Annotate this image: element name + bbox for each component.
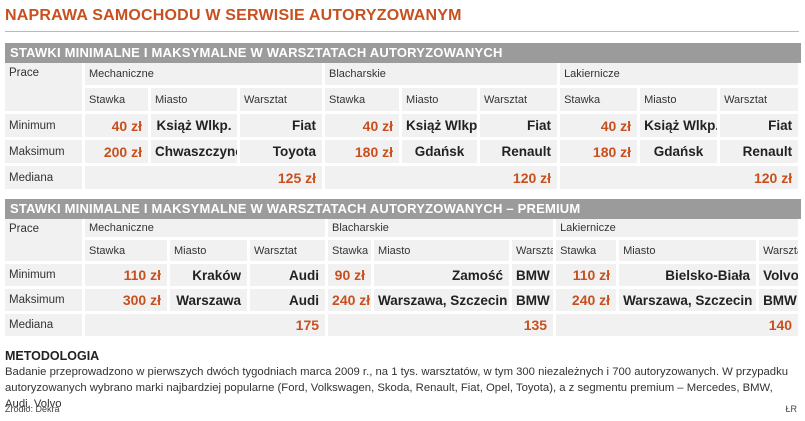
title-divider bbox=[5, 31, 799, 32]
row-label: Minimum bbox=[5, 264, 85, 289]
rate-value: 180 zł bbox=[325, 140, 403, 166]
prace-header: Prace bbox=[5, 219, 85, 264]
group-header: Mechaniczne bbox=[85, 63, 326, 88]
city-value: Książ Wlkp. bbox=[640, 114, 721, 140]
city-value: Książ Wlkp. bbox=[402, 114, 481, 140]
workshop-value: Fiat bbox=[720, 114, 802, 140]
methodology-title: METODOLOGIA bbox=[5, 349, 100, 363]
rate-value: 180 zł bbox=[560, 140, 641, 166]
row-label: Mediana bbox=[5, 166, 85, 192]
workshop-value: Audi bbox=[250, 289, 329, 314]
section-premium: STAWKI MINIMALNE I MAKSYMALNE W WARSZTAT… bbox=[5, 199, 802, 339]
group-header: Lakiernicze bbox=[560, 63, 802, 88]
table-row: Minimum 110 zł Kraków Audi 90 zł Zamość … bbox=[5, 264, 802, 289]
subheader: Warsztat bbox=[720, 88, 802, 114]
subheader: Stawka bbox=[328, 240, 375, 264]
subheader: Miasto bbox=[619, 240, 760, 264]
rate-value: 200 zł bbox=[85, 140, 151, 166]
section-heading: STAWKI MINIMALNE I MAKSYMALNE W WARSZTAT… bbox=[5, 43, 801, 63]
city-value: Gdańsk bbox=[640, 140, 721, 166]
table-row: Maksimum 300 zł Warszawa Audi 240 zł War… bbox=[5, 289, 802, 314]
rate-value: 40 zł bbox=[560, 114, 641, 140]
city-value: Kraków bbox=[170, 264, 250, 289]
rate-value: 40 zł bbox=[85, 114, 151, 140]
workshop-value: BMW bbox=[759, 289, 802, 314]
workshop-value: Audi bbox=[250, 264, 329, 289]
city-value: Gdańsk bbox=[402, 140, 481, 166]
workshop-value: BMW bbox=[512, 264, 557, 289]
median-value: 140 bbox=[556, 314, 802, 339]
city-value: Książ Wlkp. bbox=[151, 114, 240, 140]
rate-value: 300 zł bbox=[85, 289, 170, 314]
row-label: Minimum bbox=[5, 114, 85, 140]
rate-value: 40 zł bbox=[325, 114, 403, 140]
workshop-value: Toyota bbox=[240, 140, 326, 166]
subheader: Warsztat bbox=[250, 240, 329, 264]
table-row: Maksimum 200 zł Chwaszczyno Toyota 180 z… bbox=[5, 140, 802, 166]
city-value: Warszawa, Szczecin bbox=[374, 289, 513, 314]
source-note: Źródło: Dekra bbox=[5, 404, 60, 414]
city-value: Warszawa bbox=[170, 289, 250, 314]
prace-header: Prace bbox=[5, 63, 85, 114]
author-credit: ŁR bbox=[785, 404, 797, 414]
methodology-text: Badanie przeprowadzono w pierwszych dwóc… bbox=[5, 366, 789, 410]
subheader: Miasto bbox=[374, 240, 513, 264]
workshop-value: Renault bbox=[480, 140, 561, 166]
group-header: Mechaniczne bbox=[85, 219, 329, 240]
workshop-value: Volvo bbox=[759, 264, 802, 289]
median-value: 135 bbox=[328, 314, 557, 339]
row-label: Mediana bbox=[5, 314, 85, 339]
group-header: Lakiernicze bbox=[556, 219, 802, 240]
workshop-value: Renault bbox=[720, 140, 802, 166]
city-value: Zamość bbox=[374, 264, 513, 289]
rate-value: 90 zł bbox=[328, 264, 375, 289]
subheader: Warsztat bbox=[759, 240, 802, 264]
premium-rates-table: Prace Mechaniczne Blacharskie Lakiernicz… bbox=[5, 219, 802, 339]
rate-value: 240 zł bbox=[556, 289, 620, 314]
median-row: Mediana 125 zł 120 zł 120 zł bbox=[5, 166, 802, 192]
subheader: Stawka bbox=[85, 88, 151, 114]
median-value: 120 zł bbox=[560, 166, 802, 192]
subheader: Miasto bbox=[151, 88, 240, 114]
rates-table: Prace Mechaniczne Blacharskie Lakiernicz… bbox=[5, 63, 802, 192]
subheader: Miasto bbox=[640, 88, 721, 114]
section-heading: STAWKI MINIMALNE I MAKSYMALNE W WARSZTAT… bbox=[5, 199, 801, 219]
row-label: Maksimum bbox=[5, 140, 85, 166]
median-value: 125 zł bbox=[85, 166, 326, 192]
median-value: 175 bbox=[85, 314, 329, 339]
subheader: Warsztat bbox=[480, 88, 561, 114]
median-row: Mediana 175 135 140 bbox=[5, 314, 802, 339]
subheader: Miasto bbox=[402, 88, 481, 114]
infographic-title: NAPRAWA SAMOCHODU W SERWISIE AUTORYZOWAN… bbox=[5, 7, 462, 24]
city-value: Warszawa, Szczecin bbox=[619, 289, 760, 314]
workshop-value: Fiat bbox=[480, 114, 561, 140]
workshop-value: BMW bbox=[512, 289, 557, 314]
subheader: Warsztat bbox=[512, 240, 557, 264]
table-row: Minimum 40 zł Książ Wlkp. Fiat 40 zł Ksi… bbox=[5, 114, 802, 140]
group-header: Blacharskie bbox=[325, 63, 561, 88]
city-value: Chwaszczyno bbox=[151, 140, 240, 166]
rate-value: 240 zł bbox=[328, 289, 375, 314]
workshop-value: Fiat bbox=[240, 114, 326, 140]
rate-value: 110 zł bbox=[85, 264, 170, 289]
subheader: Stawka bbox=[325, 88, 403, 114]
section-standard: STAWKI MINIMALNE I MAKSYMALNE W WARSZTAT… bbox=[5, 43, 802, 192]
subheader: Warsztat bbox=[240, 88, 326, 114]
median-value: 120 zł bbox=[325, 166, 561, 192]
subheader: Stawka bbox=[560, 88, 641, 114]
row-label: Maksimum bbox=[5, 289, 85, 314]
city-value: Bielsko-Biała bbox=[619, 264, 760, 289]
subheader: Miasto bbox=[170, 240, 250, 264]
group-header: Blacharskie bbox=[328, 219, 557, 240]
subheader: Stawka bbox=[556, 240, 620, 264]
rate-value: 110 zł bbox=[556, 264, 620, 289]
subheader: Stawka bbox=[85, 240, 170, 264]
